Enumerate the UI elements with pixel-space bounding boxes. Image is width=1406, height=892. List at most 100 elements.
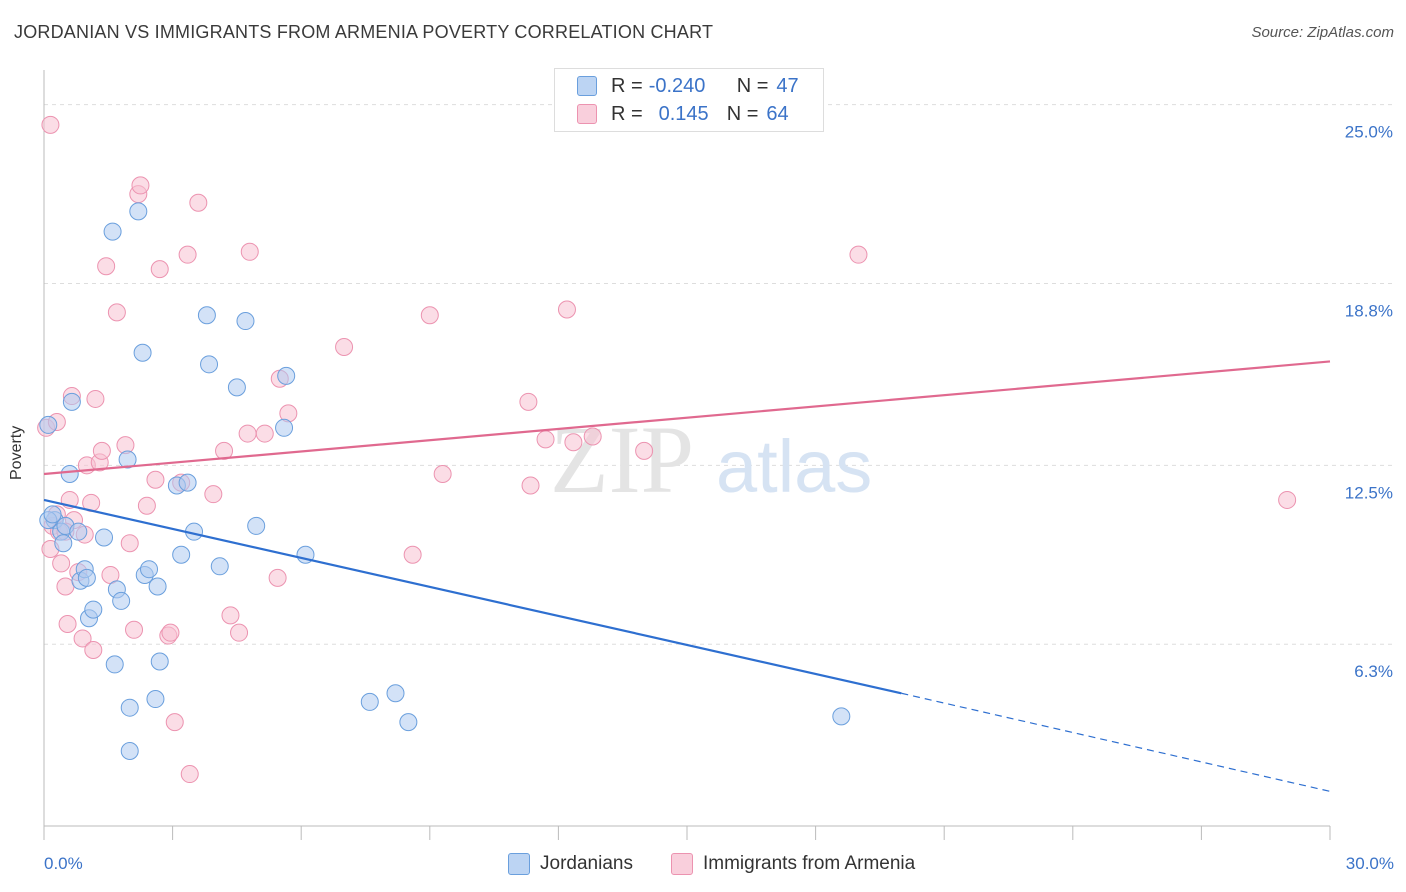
jordanian-point	[77, 568, 96, 587]
jordanian-point	[118, 450, 137, 469]
jordanian-point	[178, 473, 197, 492]
jordanian-point	[386, 684, 405, 703]
x-tick-label: 30.0%	[1346, 854, 1394, 873]
armenia-point	[433, 464, 452, 483]
jordanian-point	[146, 690, 165, 709]
x-tick-label: 0.0%	[44, 854, 83, 873]
jordanian-trend-extension	[901, 692, 1331, 792]
armenia-point	[335, 338, 354, 357]
jordanian-point	[95, 528, 114, 547]
armenia-point	[92, 441, 111, 460]
tick-labels: 6.3% 12.5% 18.8% 25.0% 0.0% 30.0%	[44, 123, 1394, 873]
jordanian-point	[200, 355, 219, 374]
armenia-point	[180, 765, 199, 784]
jordanian-point	[133, 343, 152, 362]
jordanian-point	[43, 505, 62, 524]
armenia-point	[41, 115, 60, 134]
armenia-point	[420, 306, 439, 325]
armenia-point	[161, 623, 180, 642]
armenia-point	[58, 615, 77, 634]
armenia-point	[204, 485, 223, 504]
armenia-swatch	[577, 104, 597, 124]
jordanian-point	[399, 713, 418, 732]
armenia-point	[86, 389, 105, 408]
armenia-point	[52, 554, 71, 573]
armenia-point	[519, 392, 538, 411]
armenia-trend-line	[43, 360, 1331, 476]
jordanian-point	[103, 222, 122, 241]
jordanians-legend-label: Jordanians	[540, 853, 633, 874]
y-tick-label: 6.3%	[1354, 662, 1393, 681]
jordanians-r-value: -0.240	[648, 74, 706, 97]
jordanians-n-value: 47	[776, 74, 799, 97]
jordanian-point	[150, 652, 169, 671]
armenia-point	[238, 424, 257, 443]
armenia-point	[56, 577, 75, 596]
stats-row-jordanians: R = -0.240 N = 47	[577, 73, 799, 99]
jordanian-point	[197, 306, 216, 325]
grid-lines	[44, 104, 1392, 645]
r-label: R =	[611, 74, 643, 97]
jordanian-point	[227, 378, 246, 397]
armenia-point	[583, 427, 602, 446]
jordanian-point	[105, 655, 124, 674]
n-label: N =	[726, 102, 759, 125]
armenia-point	[131, 176, 150, 195]
armenia-point	[84, 640, 103, 659]
jordanians-swatch	[577, 76, 597, 96]
armenia-point	[221, 606, 240, 625]
jordanian-point	[60, 464, 79, 483]
armenia-point	[240, 242, 259, 261]
legend-armenia: Immigrants from Armenia	[671, 852, 915, 876]
jordanian-point	[69, 522, 88, 541]
source-label: Source: ZipAtlas.com	[1251, 24, 1394, 41]
jordanian-point	[112, 591, 131, 610]
jordanian-point	[277, 366, 296, 385]
y-tick-label: 18.8%	[1345, 302, 1393, 321]
armenia-point	[635, 441, 654, 460]
jordanian-point	[120, 741, 139, 760]
armenia-point	[73, 629, 92, 648]
jordanian-point	[62, 392, 81, 411]
armenia-legend-swatch	[671, 853, 693, 875]
armenia-point	[403, 545, 422, 564]
y-tick-label: 25.0%	[1345, 123, 1393, 142]
armenia-point	[150, 260, 169, 279]
armenia-point	[178, 245, 197, 264]
armenia-point	[107, 303, 126, 322]
watermark-zip: ZIP	[550, 406, 694, 513]
y-tick-label: 12.5%	[1345, 483, 1393, 502]
armenia-point	[849, 245, 868, 264]
jordanian-point	[54, 534, 73, 553]
jordanian-point	[236, 312, 255, 331]
armenia-point	[215, 441, 234, 460]
jordanian-point	[140, 560, 159, 579]
armenia-point	[165, 713, 184, 732]
jordanian-point	[129, 202, 148, 221]
n-label: N =	[736, 74, 769, 97]
armenia-point	[557, 300, 576, 319]
armenia-point	[120, 534, 139, 553]
jordanian-point	[360, 692, 379, 711]
chart-title: JORDANIAN VS IMMIGRANTS FROM ARMENIA POV…	[14, 22, 714, 42]
jordanian-point	[172, 545, 191, 564]
armenia-point	[125, 620, 144, 639]
watermark-atlas: atlas	[716, 425, 872, 508]
r-label: R =	[611, 102, 643, 125]
watermark: ZIP atlas	[550, 406, 872, 513]
jordanian-trend-line	[43, 498, 902, 695]
jordanian-point	[210, 557, 229, 576]
armenia-point	[536, 430, 555, 449]
armenia-point	[146, 470, 165, 489]
jordanian-point	[275, 418, 294, 437]
armenia-point	[521, 476, 540, 495]
jordanian-point	[120, 698, 139, 717]
armenia-n-value: 64	[766, 102, 789, 125]
jordanian-point	[84, 600, 103, 619]
armenia-point	[564, 433, 583, 452]
stats-box: R = -0.240 N = 47 R = 0.145 N = 64	[554, 68, 824, 132]
jordanian-point	[39, 415, 58, 434]
armenia-point	[255, 424, 274, 443]
armenia-r-value: 0.145	[658, 102, 709, 125]
